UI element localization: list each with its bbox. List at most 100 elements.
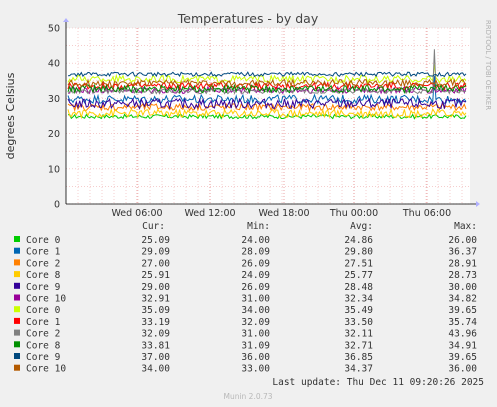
x-tick-label: Wed 06:00: [111, 208, 162, 219]
series-line: [67, 71, 467, 78]
series-line: [67, 107, 467, 120]
legend-cur: 32.09: [141, 329, 170, 340]
legend-avg: 29.80: [344, 247, 373, 258]
legend-cur: 34.00: [141, 364, 170, 375]
y-axis-label: degrees Celsius: [4, 72, 17, 159]
legend-avg: 33.50: [344, 317, 373, 328]
y-tick-label: 20: [48, 129, 60, 140]
legend-swatch: [14, 294, 20, 301]
legend-cur: 37.00: [141, 352, 170, 363]
legend-min: 24.09: [241, 270, 270, 281]
legend-min: 26.09: [241, 282, 270, 293]
legend-swatch: [14, 353, 20, 359]
legend-name: Core 0: [26, 305, 61, 316]
x-tick-label: Wed 12:00: [184, 208, 235, 219]
x-tick-label: Wed 18:00: [258, 208, 309, 219]
x-tick-label: Thu 00:00: [329, 208, 378, 219]
legend-swatch: [14, 271, 20, 278]
legend-max: 43.96: [448, 329, 477, 340]
legend-name: Core 0: [26, 235, 61, 246]
legend-min: 31.00: [241, 329, 270, 340]
legend-cur: 33.19: [141, 317, 170, 328]
legend-swatch: [14, 364, 20, 371]
legend-header-cur: Cur:: [142, 221, 165, 232]
y-tick-labels: 0 10 20 30 40 50: [48, 24, 60, 211]
legend-cur: 32.91: [141, 294, 170, 305]
legend-max: 34.82: [448, 294, 477, 305]
series-line: [67, 83, 467, 95]
y-axis-arrow: [63, 18, 69, 22]
legend-name: Core 2: [26, 258, 60, 269]
legend-cur: 35.09: [141, 305, 170, 316]
legend-swatch: [14, 341, 20, 348]
legend-swatch: [14, 259, 20, 266]
legend-name: Core 10: [26, 364, 66, 375]
y-tick-label: 0: [54, 200, 60, 211]
x-tick-label: Thu 06:00: [402, 208, 451, 219]
legend-min: 31.00: [241, 294, 270, 305]
legend-max: 35.74: [448, 317, 477, 328]
series-line: [67, 78, 467, 88]
legend-min: 34.00: [241, 305, 270, 316]
legend-header-max: Max:: [454, 221, 477, 232]
chart-title: Temperatures - by day: [177, 11, 319, 26]
legend-cur: 29.09: [141, 247, 170, 258]
rrdtool-credit: RRDTOOL / TOBI OETIKER: [484, 20, 492, 110]
munin-version: Munin 2.0.73: [223, 392, 272, 401]
legend: Cur: Min: Avg: Max: Core 0 25.09 24.00 24.8…: [14, 221, 477, 375]
legend-min: 31.09: [241, 340, 270, 351]
legend-max: 39.65: [448, 352, 477, 363]
legend-name: Core 9: [26, 352, 61, 363]
legend-name: Core 9: [26, 282, 61, 293]
legend-avg: 35.49: [344, 305, 373, 316]
legend-min: 36.00: [241, 352, 270, 363]
legend-cur: 27.00: [141, 258, 170, 269]
series-line: [67, 64, 467, 85]
legend-header-min: Min:: [247, 221, 270, 232]
x-tick-labels: Wed 06:00 Wed 12:00 Wed 18:00 Thu 00:00 Thu …: [111, 208, 451, 219]
legend-avg: 27.51: [344, 258, 373, 269]
series-lines: [67, 49, 467, 120]
legend-avg: 36.85: [344, 352, 373, 363]
y-tick-label: 50: [48, 24, 60, 35]
y-tick-label: 10: [48, 164, 60, 175]
series-line: [67, 80, 467, 92]
legend-max: 28.73: [448, 270, 477, 281]
legend-max: 36.37: [448, 247, 477, 258]
legend-max: 26.00: [448, 235, 477, 246]
legend-swatch: [14, 329, 20, 336]
legend-max: 39.65: [448, 305, 477, 316]
legend-swatch: [14, 236, 20, 242]
legend-cur: 29.00: [141, 282, 170, 293]
axes: [63, 18, 480, 207]
legend-swatch: [14, 247, 20, 254]
legend-swatch: [14, 282, 20, 289]
legend-avg: 32.34: [344, 294, 373, 305]
legend-max: 34.91: [448, 340, 477, 351]
legend-max: 30.00: [448, 282, 477, 293]
legend-min: 24.00: [241, 235, 270, 246]
legend-name: Core 2: [26, 329, 60, 340]
legend-avg: 24.86: [344, 235, 373, 246]
legend-header-avg: Avg:: [350, 221, 373, 232]
legend-avg: 25.77: [344, 270, 373, 281]
legend-max: 28.91: [448, 258, 477, 269]
legend-swatch: [14, 306, 20, 313]
legend-cur: 33.81: [141, 340, 170, 351]
legend-avg: 32.11: [344, 329, 373, 340]
legend-name: Core 8: [26, 270, 61, 281]
legend-avg: 28.48: [344, 282, 373, 293]
legend-swatch: [14, 317, 20, 324]
series-line: [67, 97, 467, 110]
last-update: Last update: Thu Dec 11 09:20:26 2025: [272, 377, 484, 388]
legend-cur: 25.09: [141, 235, 170, 246]
legend-avg: 34.37: [344, 364, 373, 375]
legend-cur: 25.91: [141, 270, 170, 281]
legend-max: 36.00: [448, 364, 477, 375]
legend-name: Core 8: [26, 340, 61, 351]
legend-name: Core 1: [26, 317, 61, 328]
y-tick-label: 40: [48, 59, 60, 70]
x-axis-arrow: [476, 201, 480, 207]
y-tick-label: 30: [48, 94, 60, 105]
